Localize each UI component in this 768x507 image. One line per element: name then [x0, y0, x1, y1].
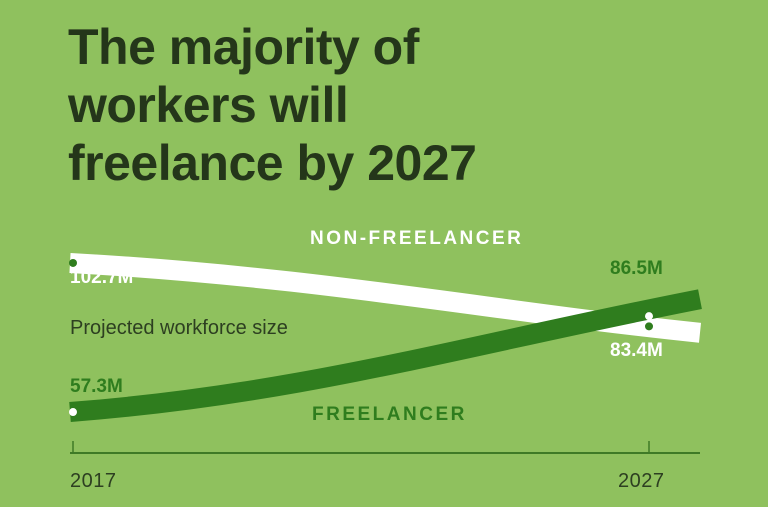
data-label-freelancer-2017: 57.3M [70, 376, 123, 397]
point-freelancer-2017 [69, 408, 77, 417]
series-label-non-freelancer: NON-FREELANCER [310, 228, 523, 249]
title-line-1: The majority of [68, 19, 419, 75]
data-label-non-freelancer-2027: 83.4M [610, 340, 663, 361]
title-line-3: freelance by 2027 [68, 135, 477, 191]
chart-title: The majority of workers will freelance b… [68, 18, 628, 192]
series-line-freelancer [69, 289, 702, 423]
x-tick-label-2017: 2017 [70, 470, 117, 492]
data-label-freelancer-2027: 86.5M [610, 258, 663, 279]
point-non-freelancer-2027 [645, 322, 653, 331]
series-label-freelancer: FREELANCER [312, 404, 467, 425]
chart-subtitle: Projected workforce size [70, 317, 288, 339]
title-line-2: workers will [68, 77, 349, 133]
data-label-non-freelancer-2017: 102.7M [70, 267, 133, 288]
point-non-freelancer-2017 [69, 258, 77, 267]
x-tick-label-2027: 2027 [618, 470, 665, 492]
point-freelancer-2027 [645, 312, 653, 321]
